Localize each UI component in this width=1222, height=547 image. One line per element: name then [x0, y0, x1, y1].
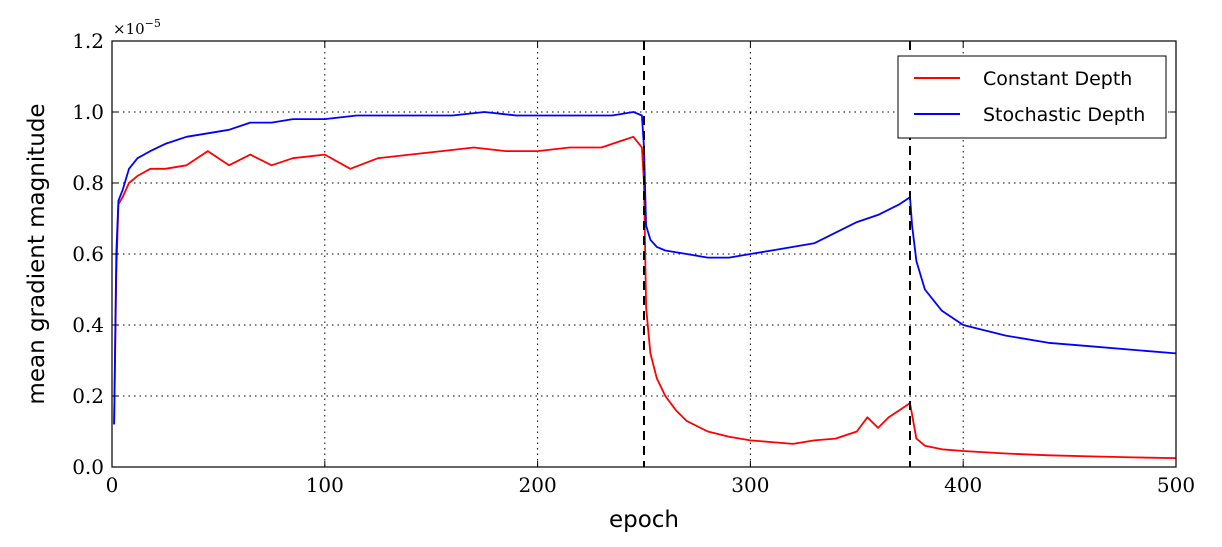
y-tick-label: 0.2	[72, 384, 104, 408]
x-axis-label: epoch	[609, 507, 679, 533]
x-tick-label: 200	[519, 473, 557, 497]
y-multiplier-exp: −5	[145, 17, 161, 30]
x-tick-label: 300	[731, 473, 769, 497]
legend: Constant Depth Stochastic Depth	[897, 55, 1167, 139]
y-tick-label: 0.4	[72, 313, 104, 337]
legend-label-stochastic-depth: Stochastic Depth	[983, 104, 1145, 126]
legend-box	[897, 55, 1167, 139]
ticks: 0 100 200 300 400 500 0.0 0.2 0.4 0.6 0.8 1.0 1.2	[72, 29, 1195, 497]
series-line-constant-depth	[113, 135, 1177, 459]
y-tick-label: 1.0	[72, 100, 104, 124]
x-tick-label: 0	[106, 473, 119, 497]
y-axis-label: mean gradient magnitude	[24, 103, 50, 404]
y-tick-label: 0.0	[72, 455, 104, 479]
y-tick-label: 1.2	[72, 29, 104, 53]
y-multiplier-base: ×10	[113, 20, 145, 38]
y-multiplier: ×10−5	[113, 17, 161, 38]
y-tick-label: 0.6	[72, 242, 104, 266]
legend-label-constant-depth: Constant Depth	[983, 68, 1132, 90]
y-tick-label: 0.8	[72, 171, 104, 195]
x-tick-label: 100	[306, 473, 344, 497]
vlines	[643, 41, 911, 467]
x-tick-label: 500	[1157, 473, 1195, 497]
x-tick-label: 400	[944, 473, 982, 497]
